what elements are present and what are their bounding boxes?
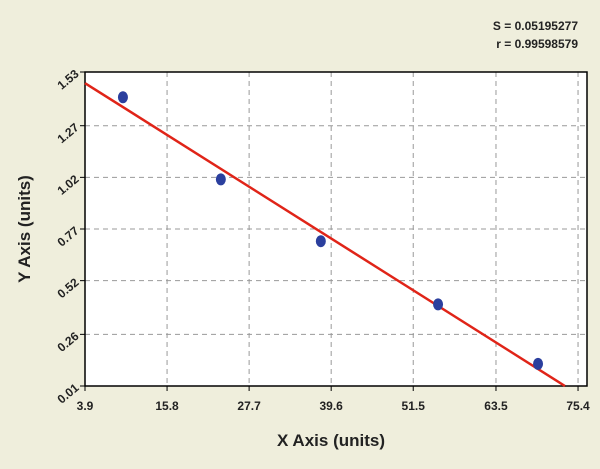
x-tick-label: 75.4 — [566, 399, 590, 413]
x-tick-label: 51.5 — [402, 399, 426, 413]
fit-line — [84, 82, 566, 388]
annotation: r = 0.99598579 — [496, 37, 578, 51]
data-point — [433, 298, 444, 311]
data-point — [117, 91, 128, 104]
annotation: S = 0.05195277 — [493, 19, 578, 33]
data-point — [533, 357, 544, 370]
plot-border — [84, 71, 588, 387]
x-tick-label: 39.6 — [319, 399, 343, 413]
x-tick-label: 27.7 — [237, 399, 261, 413]
x-axis-label: X Axis (units) — [277, 431, 385, 450]
x-tick-label: 63.5 — [484, 399, 508, 413]
x-tick-label: 15.8 — [155, 399, 179, 413]
y-axis-label: Y Axis (units) — [15, 175, 34, 283]
data-point — [215, 173, 226, 186]
x-tick-label: 3.9 — [77, 399, 94, 413]
data-point — [315, 235, 326, 248]
